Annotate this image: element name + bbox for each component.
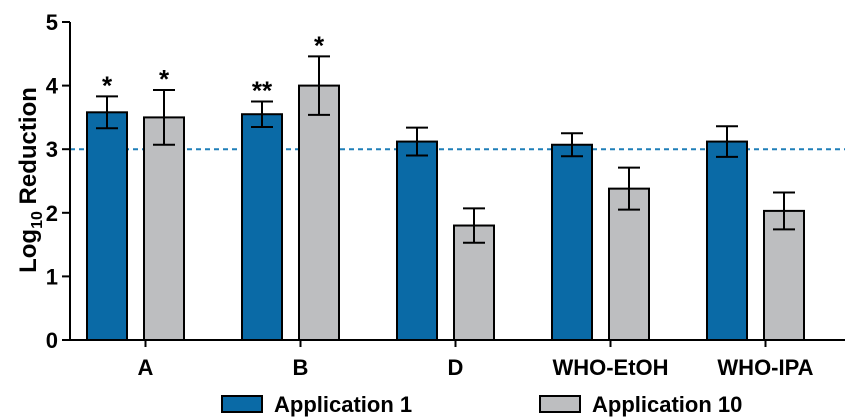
legend-label-application-10: Application 10 <box>592 392 742 417</box>
bar-application-1 <box>396 140 438 341</box>
significance-marker: ** <box>252 76 273 106</box>
bar-application-1 <box>241 113 283 341</box>
bar-application-10 <box>143 116 185 342</box>
y-axis-label: Log10 Reduction <box>15 87 46 273</box>
x-tick-label: D <box>448 355 464 380</box>
y-tick-label: 4 <box>46 74 59 99</box>
x-tick-label: A <box>138 355 154 380</box>
legend-label-application-1: Application 1 <box>274 392 412 417</box>
y-axis-label-rest: Reduction <box>15 87 42 211</box>
significance-marker: * <box>314 30 325 60</box>
bar-application-1 <box>551 143 593 341</box>
y-tick-label: 1 <box>46 264 58 289</box>
x-tick-label: WHO-EtOH <box>552 355 668 380</box>
bar-application-10 <box>453 224 495 342</box>
y-tick-label: 2 <box>46 201 58 226</box>
x-tick-label: WHO-IPA <box>717 355 813 380</box>
y-axis-label-text: Log10 Reduction <box>15 87 46 273</box>
bar-application-10 <box>608 187 650 341</box>
y-axis-label-subscript: 10 <box>29 211 46 229</box>
y-tick-label: 5 <box>46 10 58 35</box>
legend-swatch-application-10 <box>539 395 581 413</box>
bar-application-1 <box>706 140 748 341</box>
axes-group <box>69 22 845 341</box>
y-axis-ticks: 0 1 2 3 4 5 <box>46 10 70 353</box>
legend-swatch-application-1 <box>221 395 263 413</box>
bar-application-10 <box>763 209 805 341</box>
bar-application-1 <box>86 111 128 341</box>
legend: Application 1 Application 10 <box>221 392 742 417</box>
significance-marker: * <box>159 64 170 94</box>
significance-marker: * <box>102 70 113 100</box>
bars-group: * * *** <box>86 30 805 342</box>
bar-application-10 <box>298 84 340 341</box>
x-tick-label: B <box>293 355 309 380</box>
x-axis-labels: A B D WHO-EtOH WHO-IPA <box>138 340 814 380</box>
y-tick-label: 0 <box>46 328 58 353</box>
y-axis-label-main: Log <box>15 229 42 273</box>
y-tick-label: 3 <box>46 137 58 162</box>
